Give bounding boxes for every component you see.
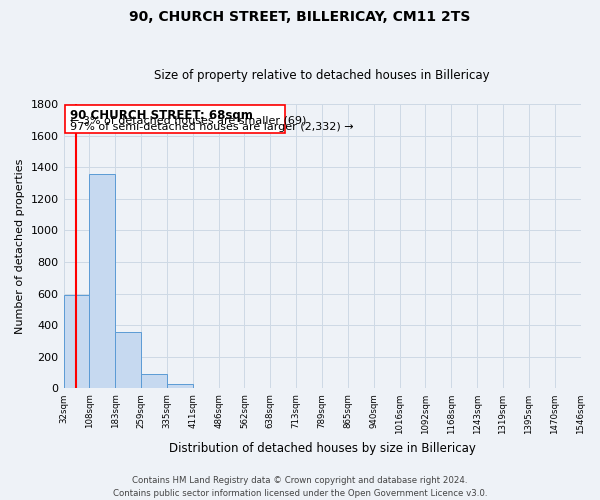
- Bar: [115, 332, 141, 388]
- Bar: [89, 174, 115, 388]
- Title: Size of property relative to detached houses in Billericay: Size of property relative to detached ho…: [154, 69, 490, 82]
- Bar: [64, 295, 89, 388]
- X-axis label: Distribution of detached houses by size in Billericay: Distribution of detached houses by size …: [169, 442, 475, 455]
- Y-axis label: Number of detached properties: Number of detached properties: [15, 158, 25, 334]
- Text: 90 CHURCH STREET: 68sqm: 90 CHURCH STREET: 68sqm: [70, 109, 253, 122]
- Bar: [65, 105, 284, 133]
- Bar: [167, 384, 193, 388]
- Text: ← 3% of detached houses are smaller (69): ← 3% of detached houses are smaller (69): [70, 116, 307, 126]
- Bar: [141, 374, 167, 388]
- Text: 97% of semi-detached houses are larger (2,332) →: 97% of semi-detached houses are larger (…: [70, 122, 353, 132]
- Text: 90, CHURCH STREET, BILLERICAY, CM11 2TS: 90, CHURCH STREET, BILLERICAY, CM11 2TS: [130, 10, 470, 24]
- Text: Contains HM Land Registry data © Crown copyright and database right 2024.
Contai: Contains HM Land Registry data © Crown c…: [113, 476, 487, 498]
